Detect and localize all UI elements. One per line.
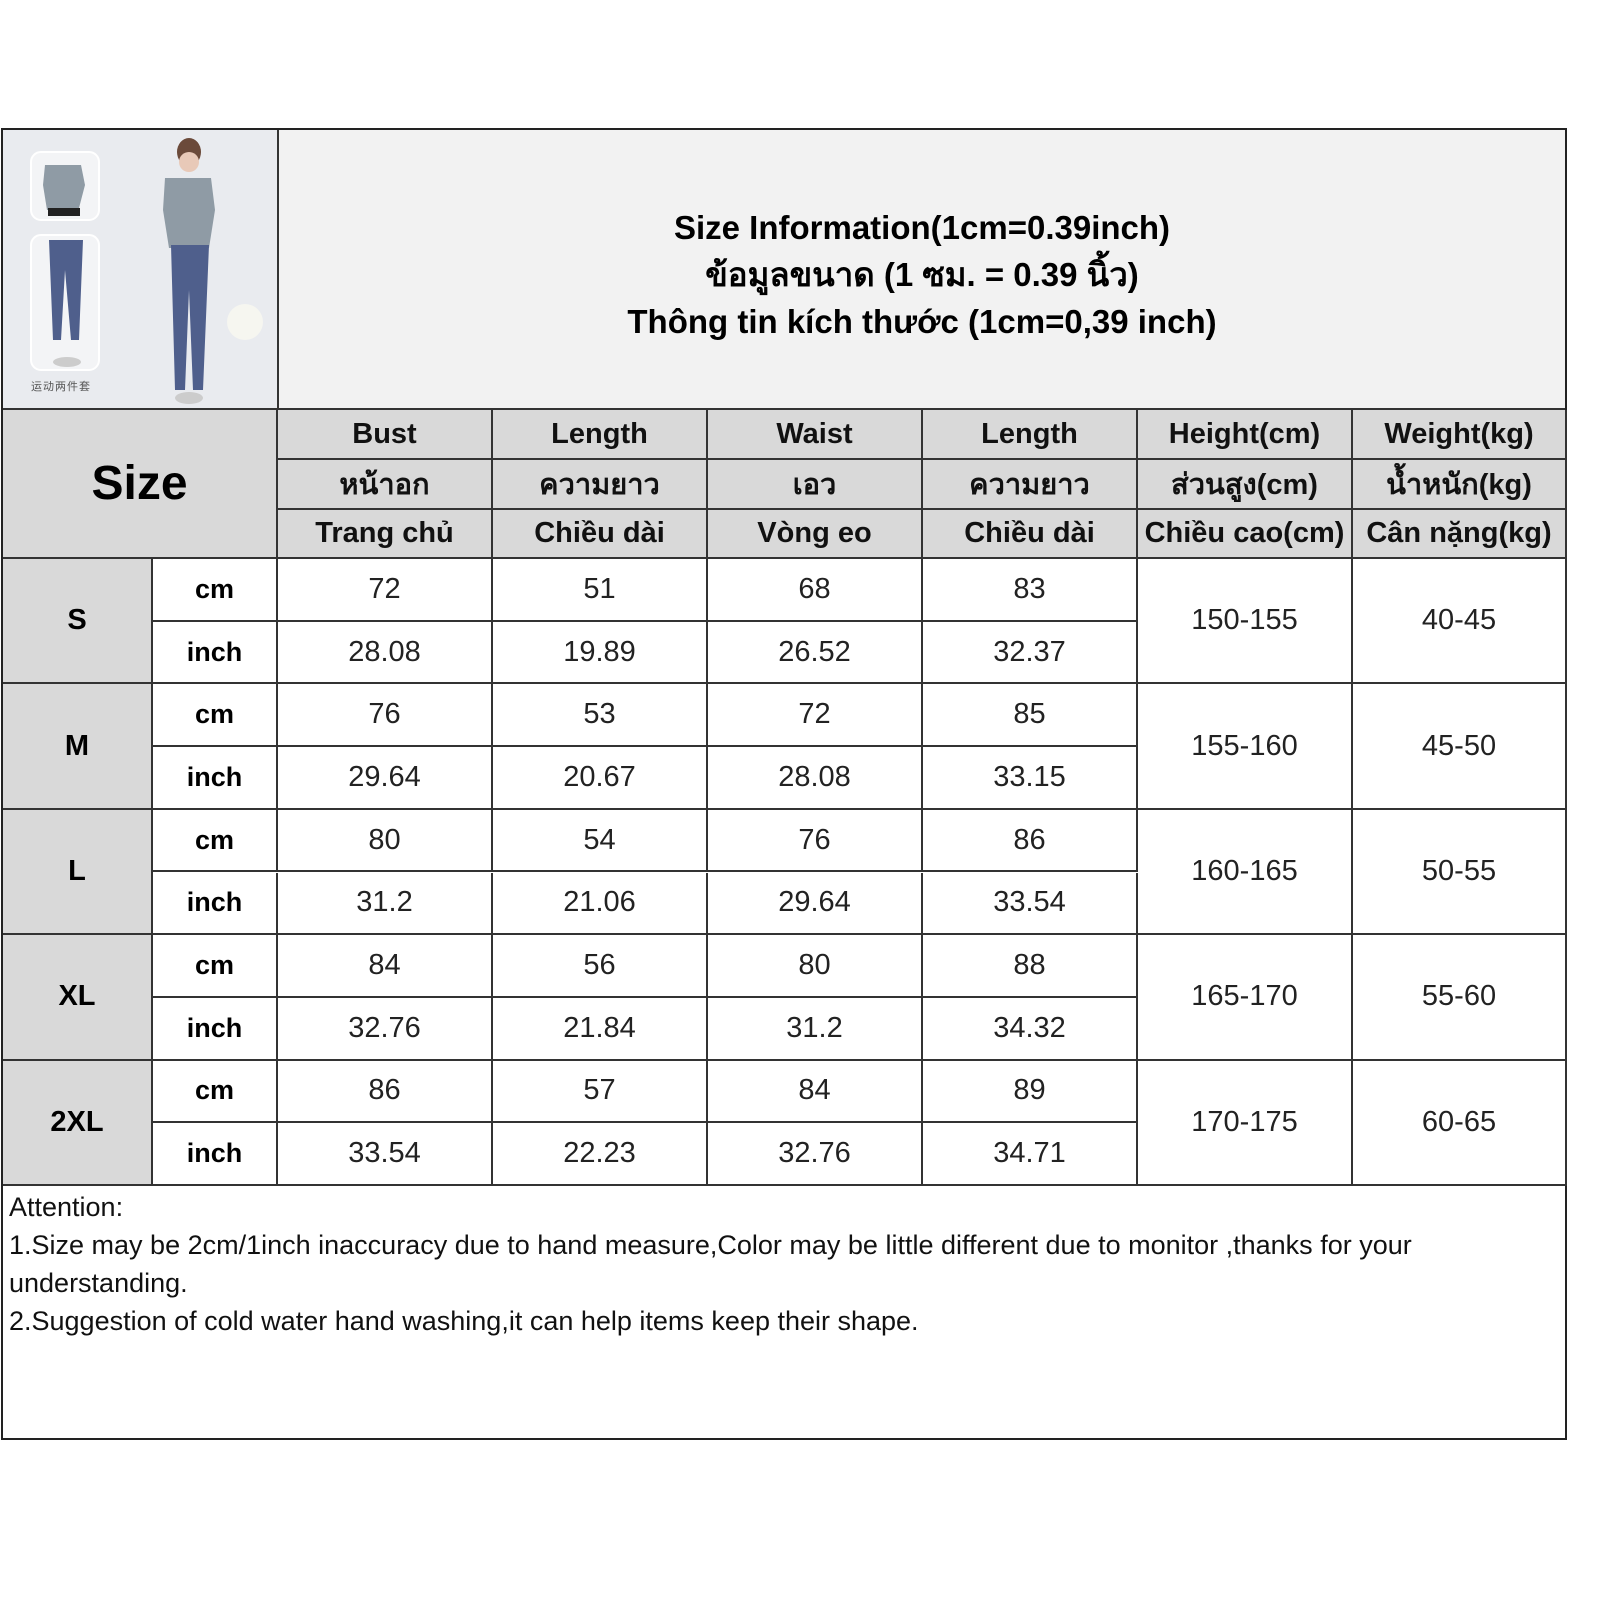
unit-label-cm: cm: [153, 559, 278, 622]
measurement-cm: 53: [493, 684, 708, 748]
measurement-inch: 33.54: [923, 872, 1138, 936]
unit-label-inch: inch: [153, 747, 278, 810]
title-vietnamese: Thông tin kích thước (1cm=0,39 inch): [627, 302, 1217, 340]
photo-caption: 运动两件套: [31, 381, 91, 393]
measurement-cm: 72: [278, 559, 493, 622]
height-range: 155-160: [1138, 684, 1353, 810]
measurement-cm: 72: [708, 684, 923, 748]
size-label: M: [3, 684, 153, 810]
weight-range: 45-50: [1353, 684, 1567, 810]
measurement-cm: 54: [493, 809, 708, 873]
height-range: 160-165: [1138, 809, 1353, 936]
column-header-en: Weight(kg): [1353, 410, 1567, 460]
measurement-cm: 85: [923, 684, 1138, 748]
column-header-vi: Vòng eo: [708, 510, 923, 559]
column-header-vi: Chiều dài: [923, 510, 1138, 559]
measurement-inch: 29.64: [278, 747, 493, 810]
weight-range: 40-45: [1353, 559, 1567, 685]
measurement-inch: 29.64: [708, 872, 923, 936]
title-block: Size Information(1cm=0.39inch) ข้อมูลขนา…: [279, 130, 1565, 410]
column-header-th: ความยาว: [493, 460, 708, 510]
column-header-en: Length: [923, 410, 1138, 460]
weight-range: 55-60: [1353, 935, 1567, 1061]
measurement-inch: 20.67: [493, 747, 708, 810]
weight-range: 60-65: [1353, 1060, 1567, 1186]
measurement-cm: 57: [493, 1060, 708, 1124]
column-header-vi: Cân nặng(kg): [1353, 510, 1567, 559]
measurement-cm: 86: [278, 1060, 493, 1124]
height-range: 165-170: [1138, 935, 1353, 1061]
size-label: XL: [3, 935, 153, 1061]
size-label: L: [3, 809, 153, 936]
product-photo: 运动两件套: [3, 130, 279, 410]
unit-label-cm: cm: [153, 809, 278, 873]
measurement-inch: 32.37: [923, 621, 1138, 685]
unit-label-cm: cm: [153, 935, 278, 998]
measurement-inch: 34.71: [923, 1123, 1138, 1186]
column-header-en: Bust: [278, 410, 493, 460]
note-2: 2.Suggestion of cold water hand washing,…: [9, 1306, 919, 1336]
notes-heading: Attention:: [9, 1192, 124, 1222]
column-header-th: เอว: [708, 460, 923, 510]
column-header-vi: Chiều cao(cm): [1138, 510, 1353, 559]
column-header-th: น้ำหนัก(kg): [1353, 460, 1567, 510]
measurement-cm: 68: [708, 559, 923, 622]
unit-label-cm: cm: [153, 1060, 278, 1124]
measurement-inch: 19.89: [493, 621, 708, 685]
column-header-th: หน้าอก: [278, 460, 493, 510]
column-header-th: ความยาว: [923, 460, 1138, 510]
note-1: 1.Size may be 2cm/1inch inaccuracy due t…: [9, 1230, 1412, 1298]
measurement-cm: 80: [278, 809, 493, 873]
measurement-inch: 28.08: [278, 621, 493, 685]
notes: Attention: 1.Size may be 2cm/1inch inacc…: [3, 1186, 1565, 1438]
unit-label-inch: inch: [153, 872, 278, 936]
measurement-inch: 31.2: [708, 997, 923, 1061]
measurement-inch: 34.32: [923, 997, 1138, 1061]
measurement-cm: 80: [708, 935, 923, 998]
measurement-inch: 32.76: [708, 1123, 923, 1186]
measurement-cm: 88: [923, 935, 1138, 998]
product-photo-illustration: [30, 138, 263, 404]
height-range: 170-175: [1138, 1060, 1353, 1186]
measurement-inch: 22.23: [493, 1123, 708, 1186]
measurement-cm: 76: [278, 684, 493, 748]
measurement-inch: 31.2: [278, 872, 493, 936]
column-header-vi: Trang chủ: [278, 510, 493, 559]
measurement-cm: 86: [923, 809, 1138, 873]
measurement-cm: 76: [708, 809, 923, 873]
column-header-en: Height(cm): [1138, 410, 1353, 460]
column-header-en: Waist: [708, 410, 923, 460]
size-label: 2XL: [3, 1060, 153, 1186]
measurement-inch: 33.54: [278, 1123, 493, 1186]
measurement-inch: 32.76: [278, 997, 493, 1061]
measurement-inch: 21.84: [493, 997, 708, 1061]
measurement-inch: 21.06: [493, 872, 708, 936]
height-range: 150-155: [1138, 559, 1353, 685]
measurement-cm: 89: [923, 1060, 1138, 1124]
measurement-cm: 84: [708, 1060, 923, 1124]
unit-label-inch: inch: [153, 1123, 278, 1186]
weight-range: 50-55: [1353, 809, 1567, 936]
measurement-cm: 84: [278, 935, 493, 998]
column-header-en: Length: [493, 410, 708, 460]
measurement-cm: 56: [493, 935, 708, 998]
measurement-cm: 83: [923, 559, 1138, 622]
title-thai: ข้อมูลขนาด (1 ซม. = 0.39 นิ้ว): [705, 255, 1139, 293]
column-header-th: ส่วนสูง(cm): [1138, 460, 1353, 510]
size-chart: 运动两件套 Size Information(1cm=0.39inch) ข้อ…: [1, 128, 1567, 1440]
size-label: S: [3, 559, 153, 685]
unit-label-cm: cm: [153, 684, 278, 748]
measurement-inch: 26.52: [708, 621, 923, 685]
measurement-inch: 28.08: [708, 747, 923, 810]
unit-label-inch: inch: [153, 621, 278, 685]
measurement-cm: 51: [493, 559, 708, 622]
measurement-inch: 33.15: [923, 747, 1138, 810]
title-english: Size Information(1cm=0.39inch): [673, 208, 1171, 246]
size-header: Size: [3, 410, 278, 559]
column-header-vi: Chiều dài: [493, 510, 708, 559]
unit-label-inch: inch: [153, 997, 278, 1061]
